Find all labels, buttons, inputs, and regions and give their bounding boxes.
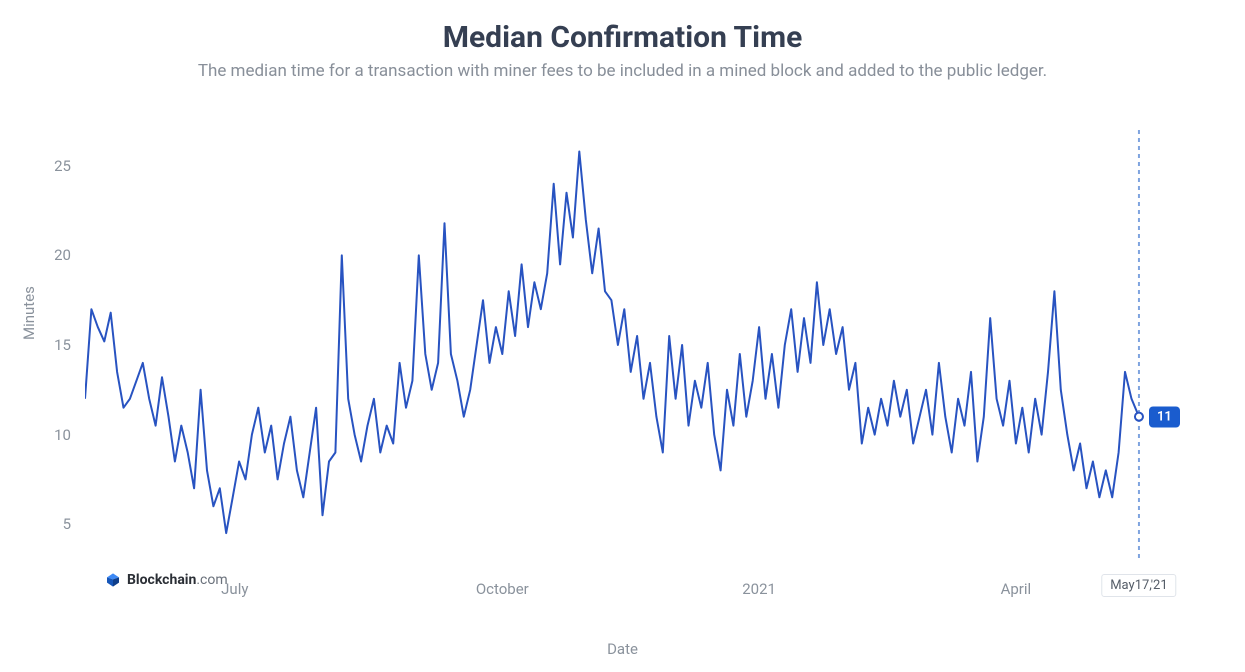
y-tick-label: 10 bbox=[54, 426, 71, 444]
cursor-date-badge: May17,'21 bbox=[1101, 574, 1176, 597]
logo-suffix-text: .com bbox=[196, 572, 227, 588]
y-tick-label: 5 bbox=[63, 515, 71, 533]
x-tick-label: April bbox=[1001, 580, 1032, 598]
cursor-value-badge: 11 bbox=[1149, 406, 1180, 427]
data-line bbox=[85, 152, 1139, 534]
x-tick-label: 2021 bbox=[742, 580, 776, 598]
blockchain-logo: Blockchain.com bbox=[105, 572, 228, 588]
x-tick-label: October bbox=[476, 580, 529, 598]
y-axis-label: Minutes bbox=[20, 286, 38, 340]
y-tick-label: 15 bbox=[54, 336, 71, 354]
chart-title: Median Confirmation Time bbox=[0, 20, 1245, 55]
logo-brand-text: Blockchain bbox=[127, 572, 196, 588]
y-tick-label: 20 bbox=[54, 246, 71, 264]
chart-plot-area[interactable]: 510152025 JulyOctober2021April 11 May17,… bbox=[85, 130, 1155, 560]
chart-subtitle: The median time for a transaction with m… bbox=[0, 61, 1245, 81]
x-axis-label: Date bbox=[607, 640, 638, 658]
blockchain-logo-icon bbox=[105, 572, 121, 588]
cursor-point-marker bbox=[1135, 413, 1143, 421]
y-tick-label: 25 bbox=[54, 157, 71, 175]
chart-svg bbox=[85, 130, 1155, 560]
